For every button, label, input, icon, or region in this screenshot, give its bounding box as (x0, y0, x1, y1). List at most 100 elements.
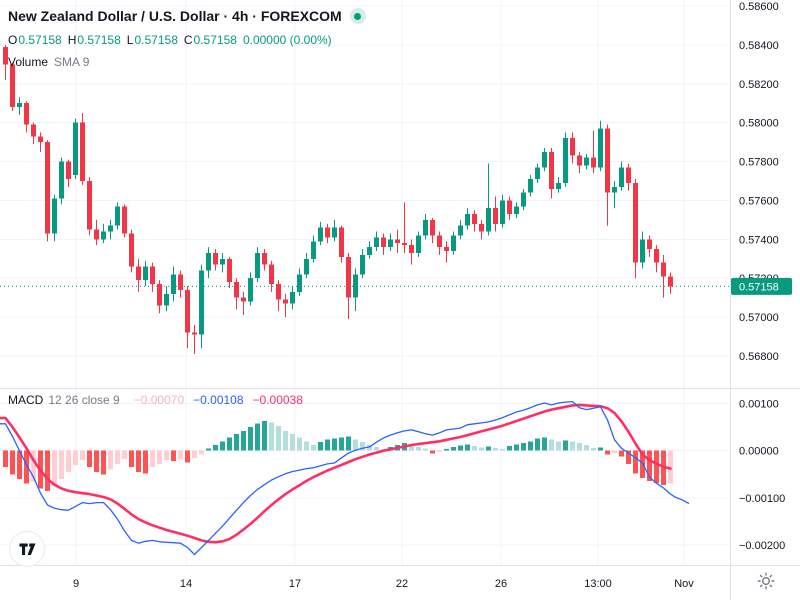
market-status-dot (354, 12, 362, 20)
time-tick-label: 17 (289, 578, 301, 590)
macd-histogram-bar (584, 445, 589, 451)
candle-body (164, 293, 169, 306)
macd-histogram-bar (598, 447, 603, 451)
candle-body (143, 266, 148, 281)
macd-histogram-bar (311, 445, 316, 451)
macd-histogram-bar (563, 440, 568, 451)
candle-body (115, 206, 120, 226)
time-scale[interactable]: 9 14 17 22 26 13:00 Nov (73, 578, 694, 590)
macd-signal-line (0, 403, 672, 544)
macd-legend-row: MACD 12 26 close 9 −0.00070 −0.00108 −0.… (8, 393, 303, 407)
candle-body (528, 179, 533, 193)
candle-body (31, 124, 36, 137)
macd-histogram-bar (409, 445, 414, 451)
macd-histogram-bar (213, 445, 218, 451)
candle-body (535, 167, 540, 180)
ohlc-row: O 0.57158 H 0.57158 L 0.57158 C 0.57158 0.00… (8, 32, 366, 48)
macd-histogram-bar (206, 448, 211, 451)
macd-histogram-bar (248, 427, 253, 451)
macd-histogram-bar (423, 448, 428, 451)
time-tick-label: 26 (495, 578, 507, 590)
volume-label[interactable]: Volume (8, 55, 49, 69)
candle-body (598, 128, 603, 168)
macd-histogram-bar (234, 434, 239, 451)
macd-histogram-bar (150, 450, 155, 468)
macd-histogram-bar (115, 450, 120, 464)
macd-histogram-bar (185, 450, 190, 463)
candle-body (465, 214, 470, 226)
candle-body (10, 64, 15, 108)
macd-histogram-bar (136, 450, 141, 472)
candle-body (241, 297, 246, 302)
macd-histogram-bar (269, 422, 274, 451)
high-label: H (67, 33, 77, 47)
macd-histogram-bar (668, 450, 673, 484)
candle-body (556, 182, 561, 189)
market-status-icon[interactable] (349, 8, 366, 24)
candle-body (444, 247, 449, 251)
candle-body (206, 252, 211, 271)
macd-histogram-bar (612, 450, 617, 454)
candle-body (129, 233, 134, 267)
candle-body (514, 206, 519, 215)
macd-layer (0, 400, 690, 556)
current-price-badge-label: 0.57158 (739, 281, 779, 293)
macd-histogram-bar (73, 450, 78, 465)
time-tick-label: 14 (180, 578, 192, 590)
price-scale[interactable]: 0.58600 0.58400 0.58200 0.58000 0.57800 0.576… (731, 1, 792, 552)
macd-histogram-bar (80, 450, 85, 461)
candle-body (619, 167, 624, 187)
macd-histogram-bar (94, 450, 99, 472)
macd-histogram-bar (647, 450, 652, 481)
macd-histogram-bar (171, 450, 176, 462)
candle-body (486, 208, 491, 232)
macd-histogram-bar (178, 450, 183, 460)
candle-body (178, 274, 183, 290)
high-value: 0.57158 (77, 33, 121, 47)
settings-gear-icon[interactable] (757, 572, 775, 590)
macd-histogram-bar (255, 423, 260, 451)
macd-histogram-bar (451, 446, 456, 451)
tradingview-logo-glyph (19, 543, 35, 555)
macd-histogram-bar (367, 445, 372, 451)
candle-body (437, 235, 442, 248)
macd-histogram-bar (416, 446, 421, 451)
candle-body (605, 128, 610, 193)
macd-params: 12 26 close 9 (48, 393, 120, 407)
symbol-title[interactable]: New Zealand Dollar / U.S. Dollar · 4h · … (8, 8, 342, 24)
macd-histogram-bar (577, 443, 582, 451)
macd-histogram-bar (31, 450, 36, 482)
candle-body (297, 274, 302, 292)
macd-label[interactable]: MACD (8, 393, 44, 407)
time-tick-label: 9 (73, 578, 79, 590)
macd-histogram-bar (45, 450, 50, 491)
candle-body (227, 258, 232, 283)
candle-body (570, 138, 575, 156)
candle-body (640, 239, 645, 263)
macd-histogram-bar (227, 437, 232, 451)
candle-body (262, 252, 267, 265)
time-tick-label: 22 (396, 578, 408, 590)
candle-body (388, 239, 393, 248)
close-label: C (183, 33, 193, 47)
candle-body (276, 284, 281, 300)
tradingview-logo[interactable] (9, 531, 45, 567)
candle-body (220, 258, 225, 265)
candle-body (255, 252, 260, 279)
candle-body (521, 192, 526, 207)
macd-histogram-bar (605, 450, 610, 455)
macd-histogram-bar (87, 450, 92, 468)
candle-body (339, 227, 344, 257)
candle-body (563, 138, 568, 183)
macd-histogram-bar (24, 450, 29, 484)
macd-histogram-bar (486, 446, 491, 451)
candle-body (283, 299, 288, 304)
macd-line (0, 400, 690, 556)
candle-body (591, 157, 596, 168)
candle-body (311, 241, 316, 259)
main-pane-legend: New Zealand Dollar / U.S. Dollar · 4h · … (8, 5, 366, 70)
candle-body (234, 282, 239, 298)
macd-histogram-bar (458, 445, 463, 451)
